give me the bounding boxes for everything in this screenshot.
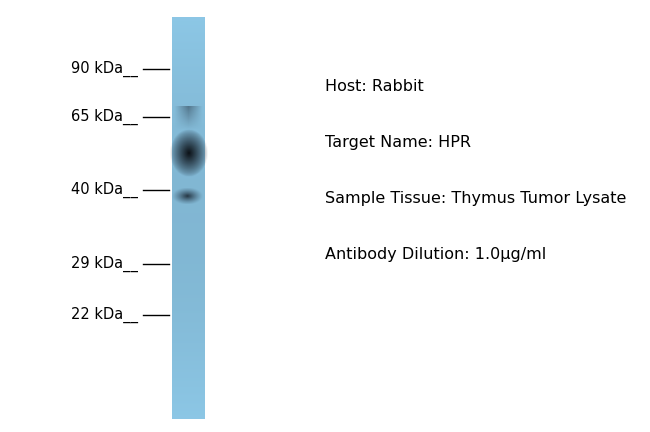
Text: 22 kDa__: 22 kDa__ — [71, 307, 138, 324]
Text: 29 kDa__: 29 kDa__ — [71, 255, 138, 272]
Text: Host: Rabbit: Host: Rabbit — [325, 79, 424, 94]
Text: Target Name: HPR: Target Name: HPR — [325, 135, 471, 150]
Text: Antibody Dilution: 1.0μg/ml: Antibody Dilution: 1.0μg/ml — [325, 248, 546, 262]
Text: 65 kDa__: 65 kDa__ — [71, 108, 138, 125]
Text: 40 kDa__: 40 kDa__ — [71, 182, 138, 198]
Text: 90 kDa__: 90 kDa__ — [71, 61, 138, 77]
Text: Sample Tissue: Thymus Tumor Lysate: Sample Tissue: Thymus Tumor Lysate — [325, 191, 627, 206]
